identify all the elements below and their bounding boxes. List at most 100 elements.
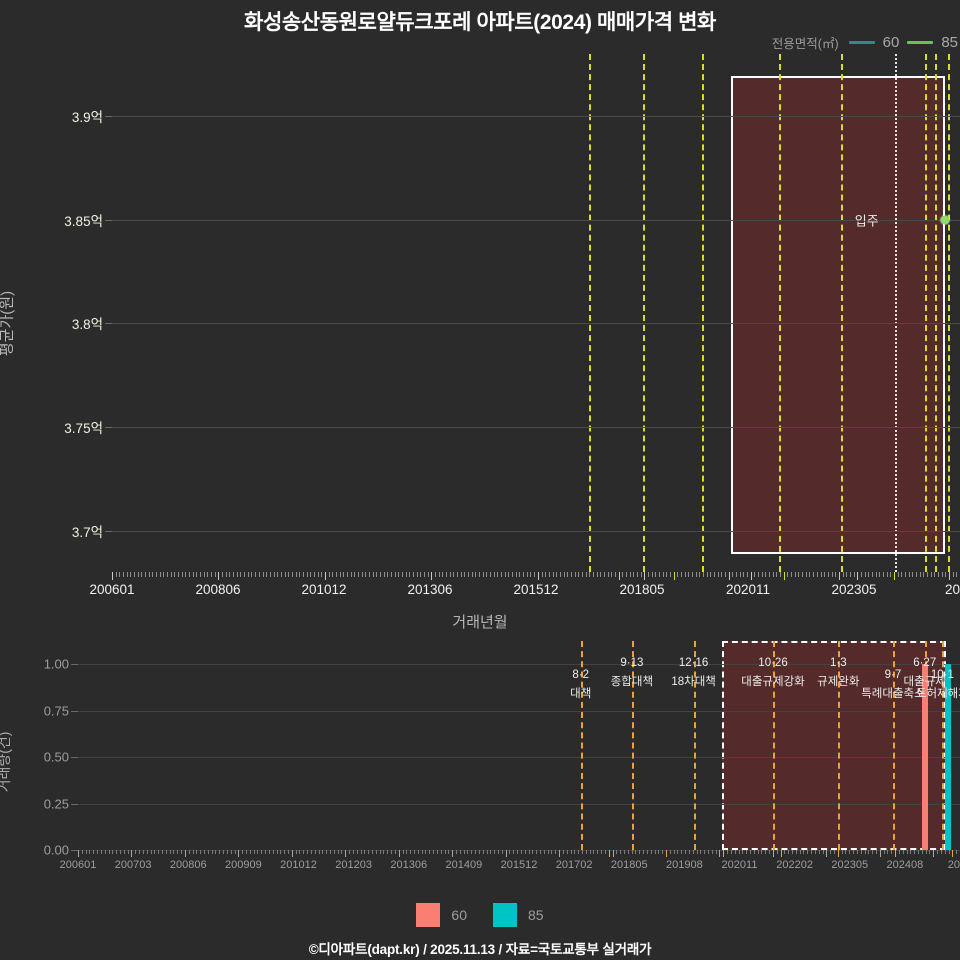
price-x-minor-tick (835, 572, 837, 577)
price-x-minor-tick (600, 572, 602, 577)
price-x-minor-tick (567, 572, 569, 577)
price-x-minor-tick (820, 572, 822, 577)
price-x-minor-tick (658, 572, 660, 577)
volume-x-minor-tick (566, 850, 568, 854)
volume-x-minor-tick (448, 850, 450, 854)
volume-x-minor-tick (948, 850, 950, 854)
price-x-minor-tick (413, 572, 415, 577)
price-x-axis-title: 거래년월 (452, 614, 508, 631)
volume-x-minor-tick (162, 850, 163, 854)
volume-policy-line (773, 641, 776, 850)
volume-x-minor-tick (742, 850, 744, 854)
volume-gridline (78, 664, 960, 666)
volume-x-tick-label: 2025 (947, 859, 960, 871)
price-x-minor-tick (802, 572, 804, 577)
volume-x-minor-tick (211, 850, 213, 854)
price-x-minor-tick (798, 572, 800, 577)
volume-x-tick-label: 202202 (776, 859, 813, 871)
volume-x-minor-tick (872, 850, 874, 854)
price-x-minor-tick (603, 572, 605, 577)
price-x-minor-tick (189, 572, 191, 577)
volume-policy-name: 특례대출축소 (861, 688, 925, 700)
volume-x-tick-label: 201409 (445, 859, 483, 871)
price-x-minor-tick (493, 572, 495, 577)
price-x-minor-tick (427, 572, 429, 577)
price-event-line (894, 54, 897, 572)
volume-x-minor-tick (933, 850, 935, 857)
price-x-minor-tick (754, 572, 756, 577)
price-x-minor-tick (739, 572, 741, 577)
volume-x-minor-tick (108, 850, 110, 854)
volume-y-tick-label: 0.25 (43, 796, 69, 812)
legend-line-85 (907, 41, 934, 44)
volume-x-minor-tick (333, 850, 335, 854)
volume-x-minor-tick (406, 850, 408, 854)
volume-x-minor-tick (501, 850, 503, 854)
price-x-minor-tick (703, 572, 705, 577)
volume-x-minor-tick (952, 850, 954, 857)
price-x-minor-tick (233, 572, 235, 577)
price-x-minor-tick (291, 572, 293, 577)
volume-x-minor-tick (795, 850, 797, 854)
volume-policy-date: 12·16 (678, 657, 709, 669)
price-x-minor-tick (915, 572, 917, 577)
volume-x-minor-tick (811, 850, 813, 854)
price-x-minor-tick (479, 572, 481, 577)
volume-policy-line (580, 641, 583, 850)
volume-policy-name: 규제완화 (817, 676, 860, 688)
volume-x-minor-tick (284, 850, 286, 854)
price-x-minor-tick (409, 572, 411, 577)
volume-y-axis-title: 거래량(건) (0, 731, 12, 793)
price-x-minor-tick (923, 572, 925, 577)
price-x-minor-tick (251, 572, 253, 577)
legend-swatch-60 (416, 903, 441, 927)
volume-x-minor-tick (368, 850, 370, 854)
volume-x-minor-tick (383, 850, 385, 854)
volume-x-minor-tick (704, 850, 706, 854)
price-x-minor-tick (438, 572, 440, 577)
volume-bar[interactable] (944, 664, 951, 850)
price-x-minor-tick (710, 572, 712, 577)
volume-y-tick (71, 710, 78, 712)
volume-x-minor-tick (536, 850, 538, 854)
price-x-minor-tick (123, 572, 124, 577)
price-x-minor-tick (262, 572, 264, 577)
volume-y-tick (71, 664, 78, 666)
price-x-minor-tick (148, 572, 150, 577)
volume-x-minor-tick (696, 850, 698, 854)
price-x-minor-tick (156, 572, 158, 577)
volume-x-minor-tick (150, 850, 152, 854)
price-event-line (588, 54, 591, 572)
price-x-minor-tick (365, 572, 367, 577)
volume-x-minor-tick (681, 850, 683, 854)
volume-x-minor-tick (360, 850, 362, 854)
price-x-minor-tick (174, 572, 176, 577)
bottom-legend: 60 85 (0, 903, 960, 927)
bottom-legend-label-85: 85 (528, 907, 544, 923)
price-x-minor-tick (743, 572, 745, 577)
volume-x-minor-tick (349, 850, 351, 854)
bottom-legend-label-60: 60 (451, 907, 467, 923)
price-x-minor-tick (354, 572, 356, 577)
volume-x-tick-label: 201306 (390, 859, 428, 871)
volume-bar[interactable] (921, 664, 928, 850)
price-x-minor-tick (218, 572, 220, 580)
price-x-minor-tick (508, 572, 510, 577)
volume-policy-date: 1·3 (829, 657, 847, 669)
top-legend-title: 전용면적(㎡) (771, 37, 839, 51)
volume-x-minor-tick (715, 850, 717, 854)
price-x-minor-tick (879, 572, 881, 577)
price-x-minor-tick (952, 572, 954, 577)
volume-x-minor-tick (452, 850, 454, 857)
volume-x-minor-tick (120, 850, 121, 854)
volume-x-minor-tick (845, 850, 847, 854)
volume-x-minor-tick (837, 850, 839, 857)
volume-y-tick (71, 850, 78, 851)
price-x-minor-tick (662, 572, 664, 577)
volume-x-minor-tick (669, 850, 671, 854)
volume-x-minor-tick (192, 850, 194, 854)
price-data-point[interactable] (940, 215, 950, 225)
volume-x-tick-label: 202408 (886, 859, 924, 871)
volume-x-minor-tick (883, 850, 885, 854)
price-x-minor-tick (277, 572, 279, 577)
